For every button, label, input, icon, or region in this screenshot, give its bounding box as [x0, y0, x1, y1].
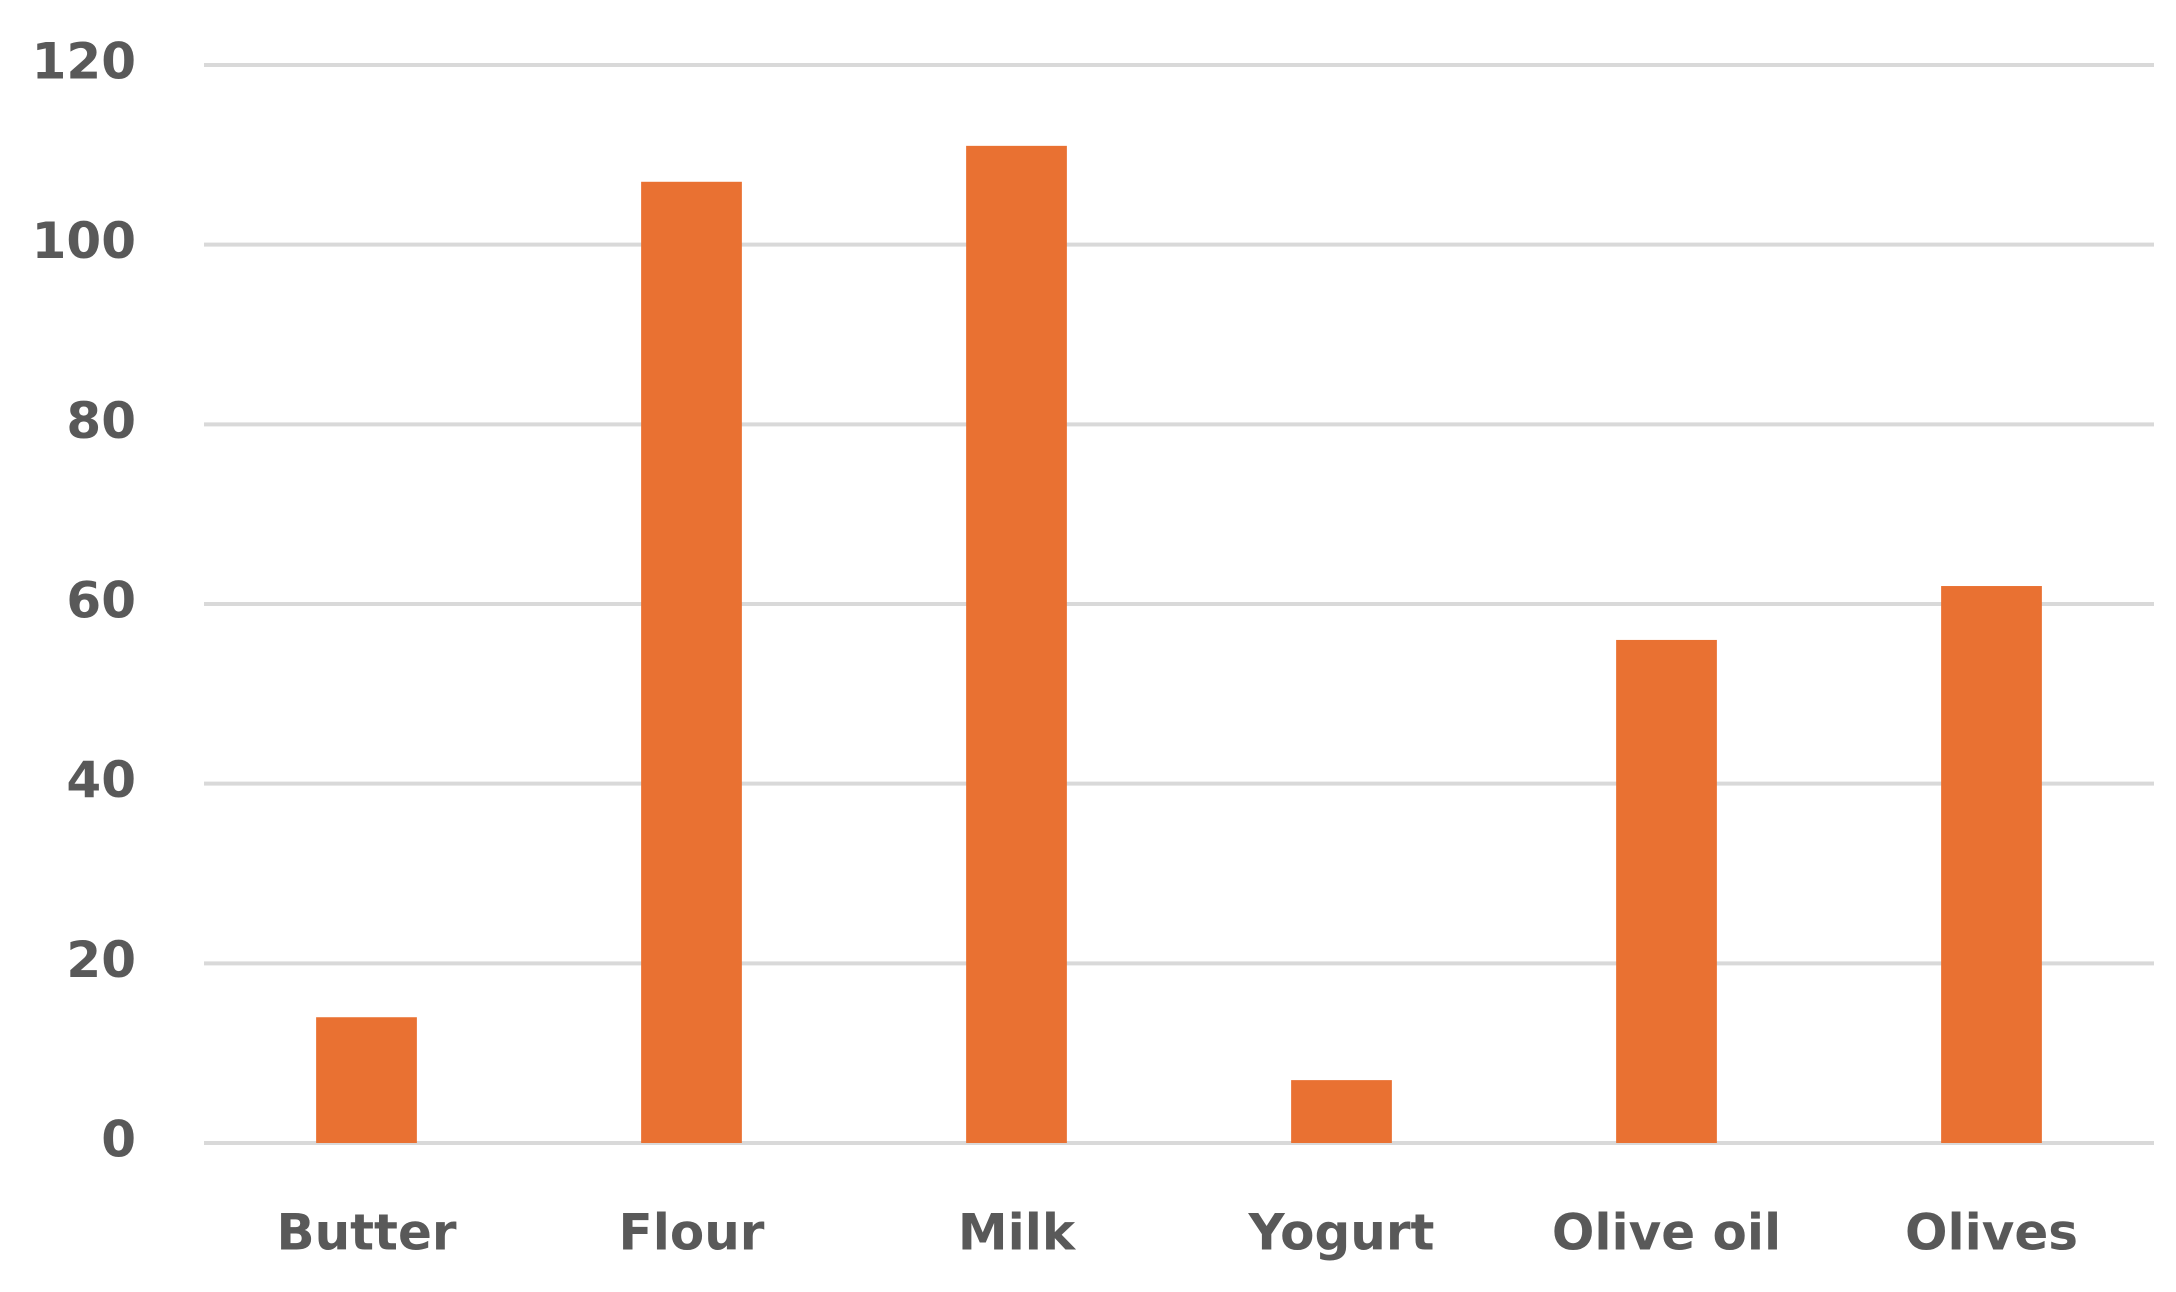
bar — [1616, 639, 1717, 1143]
y-tick-label: 120 — [32, 33, 136, 91]
bar — [641, 181, 742, 1144]
x-tick-label: Olives — [1905, 1204, 2078, 1262]
bar — [966, 145, 1067, 1144]
x-tick-label: Yogurt — [1248, 1204, 1435, 1262]
bar — [1941, 586, 2042, 1143]
bar — [316, 1017, 417, 1143]
bar — [1291, 1080, 1392, 1143]
x-tick-label: Butter — [276, 1204, 456, 1262]
y-tick-label: 80 — [66, 392, 136, 450]
y-tick-label: 40 — [66, 751, 136, 809]
y-tick-label: 100 — [32, 212, 136, 270]
x-tick-label: Milk — [958, 1204, 1077, 1262]
y-tick-label: 0 — [101, 1111, 136, 1169]
y-tick-label: 20 — [66, 931, 136, 989]
y-tick-label: 60 — [66, 572, 136, 630]
x-tick-label: Olive oil — [1552, 1204, 1781, 1262]
x-tick-label: Flour — [619, 1204, 765, 1262]
